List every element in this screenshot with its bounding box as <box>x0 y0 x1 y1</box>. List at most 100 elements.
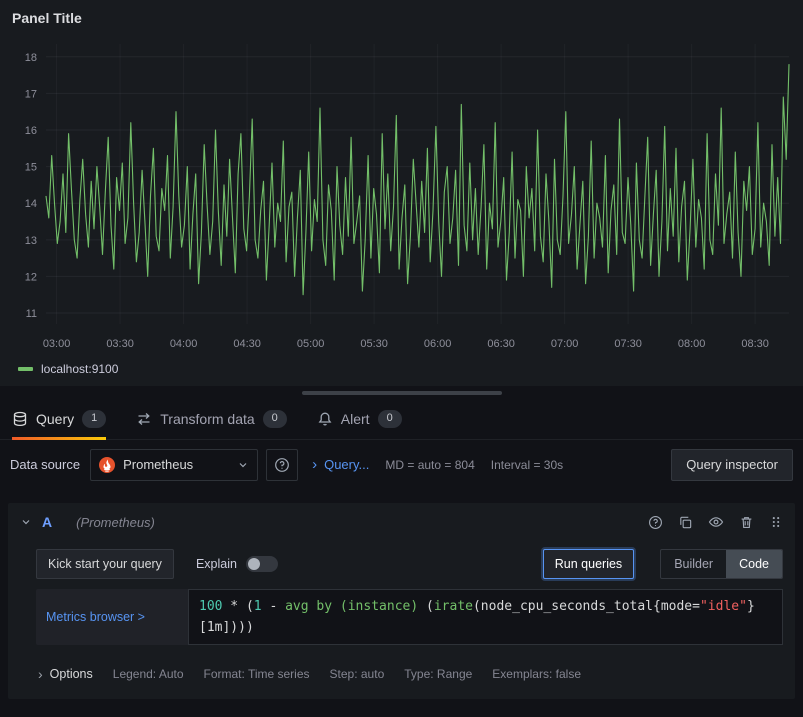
query-editor-card: A (Prometheus) <box>8 503 795 699</box>
database-icon <box>12 411 28 427</box>
query-ref-id: A <box>42 514 53 530</box>
tab-query-label: Query <box>36 411 75 427</box>
query-options-expander[interactable]: › Query... <box>312 457 369 472</box>
svg-text:03:00: 03:00 <box>43 338 71 350</box>
tab-query-count: 1 <box>82 410 107 428</box>
resize-handle[interactable] <box>301 390 502 395</box>
code-token: } <box>746 599 755 614</box>
query-inspector-button[interactable]: Query inspector <box>671 448 793 481</box>
collapse-chevron-icon[interactable] <box>20 516 32 528</box>
tab-transform-label: Transform data <box>160 411 255 427</box>
explain-control: Explain <box>196 556 278 572</box>
pane-splitter <box>0 386 803 399</box>
svg-text:07:30: 07:30 <box>614 338 642 350</box>
code-token: 1 <box>253 599 262 614</box>
tab-transform[interactable]: Transform data 0 <box>136 399 287 439</box>
svg-text:14: 14 <box>25 198 37 210</box>
options-exemplars-stat: Exemplars: false <box>492 667 581 681</box>
builder-mode-button[interactable]: Builder <box>674 557 714 571</box>
bell-icon <box>317 411 333 427</box>
svg-text:11: 11 <box>26 308 37 320</box>
query-body: Kick start your query Explain Run querie… <box>8 541 795 697</box>
transform-icon <box>136 411 152 427</box>
kickstart-query-button[interactable]: Kick start your query <box>36 549 174 579</box>
datasource-row: Data source Prometheus › Query... MD = a… <box>0 440 803 489</box>
options-row: › Options Legend: Auto Format: Time seri… <box>36 651 783 697</box>
interval-stat: Interval = 30s <box>490 457 564 472</box>
help-icon[interactable] <box>648 515 663 530</box>
datasource-picker[interactable]: Prometheus <box>90 448 259 481</box>
svg-text:07:00: 07:00 <box>551 338 579 350</box>
chevron-right-icon: › <box>312 456 318 473</box>
tab-alert-count: 0 <box>377 410 402 428</box>
code-token: irate <box>433 599 473 614</box>
legend-item[interactable]: localhost:9100 <box>10 358 793 386</box>
legend-swatch <box>18 367 33 371</box>
legend-label: localhost:9100 <box>41 362 119 376</box>
svg-text:12: 12 <box>25 271 37 283</box>
time-series-chart[interactable]: 11 12 13 14 15 16 17 18 03:00 03:30 04:00 04:30 05:0… <box>10 36 793 358</box>
datasource-help-button[interactable] <box>266 448 299 481</box>
explain-label: Explain <box>195 557 237 571</box>
code-token: [1m]))) <box>199 620 254 635</box>
toggle-visibility-icon[interactable] <box>708 514 724 530</box>
svg-text:16: 16 <box>25 125 37 137</box>
explain-toggle[interactable] <box>245 556 278 572</box>
code-token: ( <box>418 599 434 614</box>
query-input-row: Metrics browser > 100 * (1 - avg by (ins… <box>36 589 783 645</box>
prometheus-logo-icon <box>99 456 116 473</box>
options-type-stat: Type: Range <box>404 667 473 681</box>
panel: Panel Title 11 12 13 14 15 16 17 18 03:00 03:30 04… <box>10 10 793 386</box>
code-token: 100 <box>199 599 223 614</box>
run-queries-button[interactable]: Run queries <box>542 549 635 579</box>
code-token: - <box>261 599 286 614</box>
query-options-summary: Query... <box>324 457 370 472</box>
svg-text:06:30: 06:30 <box>487 338 515 350</box>
svg-text:05:30: 05:30 <box>360 338 388 350</box>
svg-text:17: 17 <box>25 88 37 100</box>
chevron-down-icon <box>237 459 249 471</box>
options-expander[interactable]: › Options <box>38 667 93 681</box>
tab-query[interactable]: Query 1 <box>12 399 107 440</box>
code-token: "idle" <box>699 599 747 614</box>
editor-mode-switch: Builder Code <box>660 549 783 579</box>
code-token: (node_cpu_seconds_total{ <box>472 599 661 614</box>
code-token: (instance) <box>339 599 419 614</box>
query-toolbar: Kick start your query Explain Run querie… <box>36 543 783 585</box>
metrics-browser-link[interactable]: Metrics browser > <box>36 589 188 645</box>
panel-title: Panel Title <box>12 10 82 26</box>
query-header-actions <box>648 514 783 530</box>
chevron-right-icon: › <box>38 666 43 682</box>
code-token: mode= <box>660 599 700 614</box>
svg-text:08:00: 08:00 <box>678 338 706 350</box>
code-mode-button[interactable]: Code <box>726 550 782 578</box>
tab-transform-count: 0 <box>262 410 287 428</box>
svg-text:04:30: 04:30 <box>233 338 261 350</box>
svg-text:06:00: 06:00 <box>424 338 452 350</box>
svg-text:08:30: 08:30 <box>741 338 769 350</box>
datasource-selected: Prometheus <box>123 457 194 472</box>
duplicate-icon[interactable] <box>678 515 693 530</box>
editor-tabs: Query 1 Transform data 0 Alert 0 <box>0 399 803 440</box>
svg-text:03:30: 03:30 <box>106 338 134 350</box>
tab-alert-label: Alert <box>340 411 370 427</box>
options-format-stat: Format: Time series <box>203 667 310 681</box>
svg-text:13: 13 <box>25 235 37 247</box>
svg-text:15: 15 <box>25 162 37 174</box>
query-header: A (Prometheus) <box>8 503 795 541</box>
svg-text:05:00: 05:00 <box>297 338 325 350</box>
query-datasource-hint: (Prometheus) <box>76 514 155 530</box>
drag-grip-icon[interactable] <box>769 515 783 529</box>
delete-icon[interactable] <box>739 515 754 530</box>
code-token: avg by <box>285 599 340 614</box>
tab-alert[interactable]: Alert 0 <box>317 399 402 439</box>
code-line: 100 * (1 - avg by (instance) (irate(node… <box>199 596 772 617</box>
options-step-stat: Step: auto <box>329 667 385 681</box>
svg-text:18: 18 <box>25 52 37 64</box>
svg-text:04:00: 04:00 <box>170 338 198 350</box>
options-legend-stat: Legend: Auto <box>112 667 184 681</box>
max-datapoints-stat: MD = auto = 804 <box>385 457 475 472</box>
code-line: [1m]))) <box>199 617 772 638</box>
options-label: Options <box>49 667 93 681</box>
promql-code-editor[interactable]: 100 * (1 - avg by (instance) (irate(node… <box>188 589 783 645</box>
